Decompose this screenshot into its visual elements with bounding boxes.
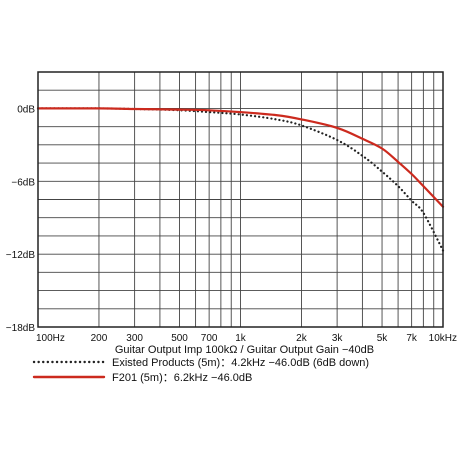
y-tick-label: 0dB xyxy=(17,104,35,115)
y-axis-ticks: 0dB −6dB −12dB −18dB xyxy=(6,104,36,334)
x-tick-label: 500 xyxy=(171,333,188,344)
series-line-existed-products xyxy=(36,107,445,252)
y-tick-label: −12dB xyxy=(6,250,36,261)
y-tick-label: −6dB xyxy=(11,177,35,188)
y-tick-label: −18dB xyxy=(6,323,36,334)
x-tick-label: 7k xyxy=(406,333,418,344)
legend-label: Existed Products (5m)：4.2kHz −46.0dB (6d… xyxy=(112,357,369,369)
series-line-f201 xyxy=(36,107,445,208)
x-tick-label: 5k xyxy=(377,333,389,344)
x-axis-ticks: 100Hz 200 300 500 700 1k 2k 3k 5k 7k 10kHz xyxy=(36,333,457,344)
x-tick-label: 1k xyxy=(235,333,247,344)
plot-frame xyxy=(37,71,444,328)
x-tick-label: 10kHz xyxy=(429,333,457,344)
x-tick-label: 200 xyxy=(91,333,108,344)
legend: Existed Products (5m)：4.2kHz −46.0dB (6d… xyxy=(32,357,369,384)
legend-label: F201 (5m)：6.2kHz −46.0dB xyxy=(112,372,252,384)
x-tick-label: 300 xyxy=(126,333,143,344)
x-tick-label: 3k xyxy=(332,333,344,344)
x-tick-label: 700 xyxy=(201,333,218,344)
legend-item-existed-products: Existed Products (5m)：4.2kHz −46.0dB (6d… xyxy=(32,357,369,369)
x-tick-label: 100Hz xyxy=(36,333,65,344)
x-axis-label: Guitar Output Imp 100kΩ / Guitar Output … xyxy=(115,344,374,356)
legend-item-f201: F201 (5m)：6.2kHz −46.0dB xyxy=(32,372,252,384)
x-tick-label: 2k xyxy=(296,333,308,344)
grid xyxy=(37,71,444,328)
series-lines xyxy=(36,107,445,252)
